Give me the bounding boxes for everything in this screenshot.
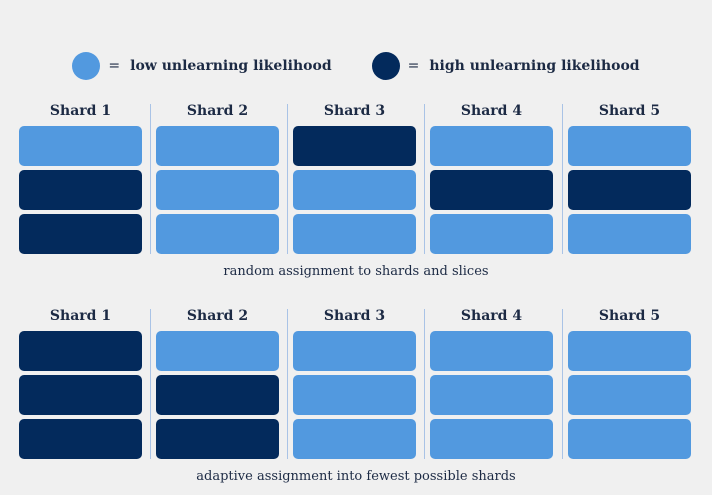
slice-low-likelihood [293,331,416,371]
legend: = low unlearning likelihood = high unlea… [0,52,712,80]
shard-divider [287,104,288,254]
panel-caption: random assignment to shards and slices [223,264,489,279]
slice-low-likelihood [568,126,691,166]
low-likelihood-dot [72,52,101,80]
shard-5: Shard 5 [568,98,691,258]
legend-high-label: high unlearning likelihood [429,58,640,74]
slice-low-likelihood [19,126,142,166]
shard-title: Shard 2 [186,103,249,119]
slice-low-likelihood [568,214,691,254]
legend-high: = high unlearning likelihood [371,52,640,80]
slice-low-likelihood [568,419,691,459]
shard-title: Shard 5 [598,103,661,119]
slice-high-likelihood [293,126,416,166]
legend-equals: = [407,58,420,74]
adaptive-assignment-panel: Shard 1 Shard 2 Shard 3 Shard 4 Shard 5 adap… [0,303,712,484]
slice-low-likelihood [156,214,279,254]
shard-title: Shard 3 [323,103,386,119]
shard-divider [562,104,563,254]
slice-low-likelihood [293,375,416,415]
shard-1: Shard 1 [19,98,142,258]
slice-low-likelihood [293,419,416,459]
shard-divider [424,104,425,254]
slice-low-likelihood [430,419,553,459]
shard-2: Shard 2 [156,303,279,463]
shard-4: Shard 4 [430,303,553,463]
slice-low-likelihood [430,375,553,415]
shard-row: Shard 1 Shard 2 Shard 3 Shard 4 Shard 5 [0,303,712,463]
slice-low-likelihood [293,214,416,254]
slice-high-likelihood [19,214,142,254]
shard-title: Shard 4 [460,308,523,324]
slice-low-likelihood [568,331,691,371]
slice-high-likelihood [156,419,279,459]
shard-title: Shard 5 [598,308,661,324]
slice-high-likelihood [19,331,142,371]
slice-high-likelihood [19,419,142,459]
legend-low-label: low unlearning likelihood [130,58,332,74]
shard-title: Shard 2 [186,308,249,324]
shard-title: Shard 1 [49,308,112,324]
slice-high-likelihood [19,375,142,415]
slice-high-likelihood [568,170,691,210]
shard-title: Shard 4 [460,103,523,119]
legend-equals: = [108,58,121,74]
panel-caption: adaptive assignment into fewest possible… [196,469,516,484]
shard-title: Shard 1 [49,103,112,119]
shard-divider [150,104,151,254]
slice-low-likelihood [568,375,691,415]
slice-low-likelihood [293,170,416,210]
slice-low-likelihood [156,170,279,210]
shard-2: Shard 2 [156,98,279,258]
shard-row: Shard 1 Shard 2 Shard 3 Shard 4 Shard 5 [0,98,712,258]
slice-high-likelihood [19,170,142,210]
shard-divider [150,309,151,459]
shard-1: Shard 1 [19,303,142,463]
shard-3: Shard 3 [293,98,416,258]
legend-low: = low unlearning likelihood [72,52,332,80]
random-assignment-panel: Shard 1 Shard 2 Shard 3 Shard 4 Shard 5 rand… [0,98,712,279]
shard-5: Shard 5 [568,303,691,463]
shard-title: Shard 3 [323,308,386,324]
slice-high-likelihood [156,375,279,415]
slice-low-likelihood [156,126,279,166]
shard-divider [424,309,425,459]
slice-low-likelihood [156,331,279,371]
high-likelihood-dot [371,52,400,80]
slice-high-likelihood [430,170,553,210]
shard-4: Shard 4 [430,98,553,258]
shard-divider [287,309,288,459]
shard-3: Shard 3 [293,303,416,463]
slice-low-likelihood [430,331,553,371]
slice-low-likelihood [430,214,553,254]
shard-divider [562,309,563,459]
slice-low-likelihood [430,126,553,166]
